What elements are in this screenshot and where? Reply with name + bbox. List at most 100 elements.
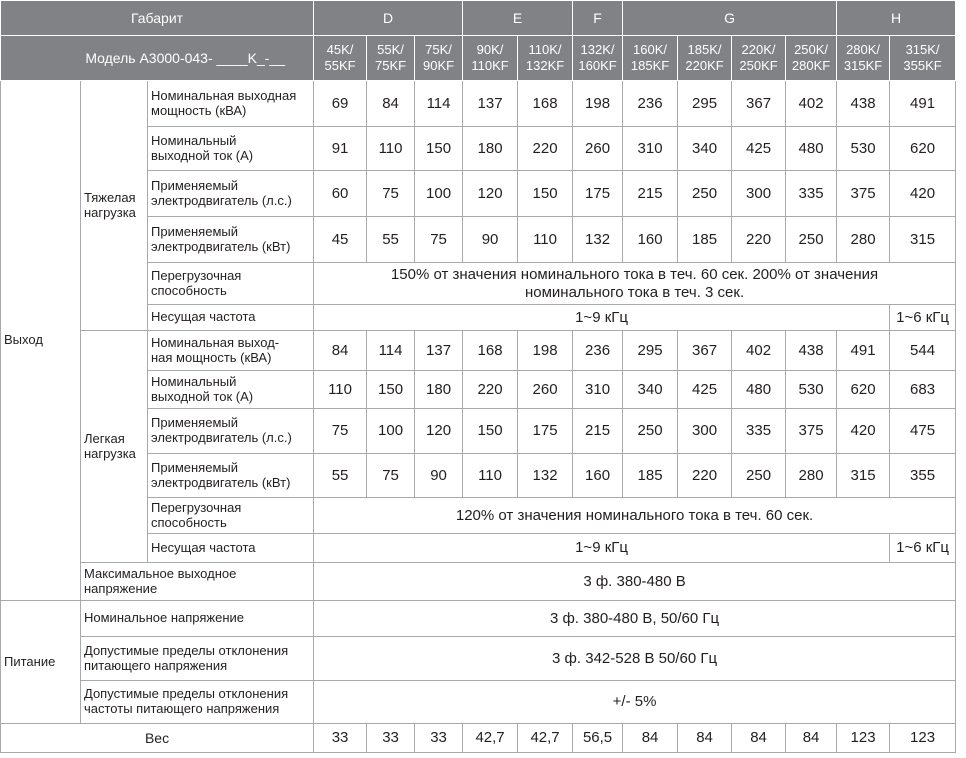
value-cell: 198 (572, 80, 624, 127)
header-row: Габарит D E F G H (0, 0, 957, 36)
param-label: Перегрузочная способность (146, 497, 315, 534)
value-cell: 260 (517, 370, 574, 409)
value-cell: 150 (517, 170, 574, 217)
value-cell: 3 ф. 380-480 В, 50/60 Гц (313, 600, 957, 637)
param-label: Допустимые пределы отклонения частоты пи… (79, 680, 315, 724)
model-name: 185K/ 220KF (677, 35, 733, 81)
value-cell: 683 (889, 370, 957, 409)
size-name: E (462, 0, 574, 36)
value-cell: 438 (836, 80, 891, 127)
value-cell: 75 (366, 453, 416, 498)
value-cell: 120 (414, 408, 464, 454)
value-cell: 480 (731, 370, 787, 409)
value-cell: 215 (572, 408, 624, 454)
value-cell: 84 (622, 723, 679, 753)
value-cell: 120% от значения номинального тока в теч… (313, 497, 957, 534)
param-label: Номинальная выходная мощность (кВА) (146, 80, 315, 127)
param-label: Несущая частота (146, 533, 315, 563)
value-cell: 425 (731, 126, 787, 171)
value-cell: 1~6 кГц (889, 304, 957, 331)
value-cell: 220 (731, 216, 787, 263)
model-name: 220K/ 250KF (731, 35, 787, 81)
value-cell: 120 (462, 170, 519, 217)
value-cell: 280 (785, 453, 838, 498)
group-label: Тяжелая нагрузка (80, 80, 148, 331)
value-cell: 425 (677, 370, 733, 409)
value-cell: 91 (313, 126, 368, 171)
param-label: Номинальная выход- ная мощность (кВА) (146, 330, 315, 371)
model-name: 250K/ 280KF (785, 35, 838, 81)
value-cell: 175 (517, 408, 574, 454)
value-cell: 137 (462, 80, 519, 127)
param-label: Допустимые пределы отклонения питающего … (79, 636, 315, 681)
value-cell: 236 (622, 80, 679, 127)
value-cell: 300 (731, 170, 787, 217)
value-cell: 75 (414, 216, 464, 263)
table-row: Применяемый электродвигатель (л.с.) 75 100… (1, 408, 957, 454)
value-cell: 491 (836, 330, 891, 371)
value-cell: 123 (836, 723, 891, 753)
value-cell: 335 (731, 408, 787, 454)
value-cell: 137 (414, 330, 464, 371)
model-name: 110K/ 132KF (517, 35, 574, 81)
value-cell: 220 (517, 126, 574, 171)
table-row: Максимальное выходное напряжение 3 ф. 380… (1, 562, 957, 601)
value-cell: 402 (731, 330, 787, 371)
value-cell: 56,5 (572, 723, 624, 753)
value-cell: 33 (414, 723, 464, 753)
value-cell: 185 (622, 453, 679, 498)
value-cell: 110 (366, 126, 416, 171)
size-name: H (836, 0, 957, 36)
value-cell: 150 (462, 408, 519, 454)
header-row: Модель А3000-043- ____K_-__ 45K/ 55KF 55K/… (0, 35, 957, 81)
value-cell: 402 (785, 80, 838, 127)
size-name: D (313, 0, 464, 36)
value-cell: 620 (889, 126, 957, 171)
value-cell: 544 (889, 330, 957, 371)
table-row: Применяемый электродвигатель (кВт) 45 55 75… (1, 216, 957, 263)
value-cell: 3 ф. 380-480 В (313, 562, 957, 601)
param-label: Номинальное напряжение (79, 600, 315, 637)
param-label: Применяемый электродвигатель (л.с.) (146, 408, 315, 454)
value-cell: 45 (313, 216, 368, 263)
value-cell: 175 (572, 170, 624, 217)
value-cell: 340 (677, 126, 733, 171)
table-row: Питание Номинальное напряжение 3 ф. 380-48… (0, 600, 957, 724)
table-body: Выход Тяжелая нагрузка Номинальная выходна… (0, 80, 957, 753)
value-cell: 180 (462, 126, 519, 171)
table-row: Допустимые пределы отклонения частоты пи… (1, 680, 957, 724)
value-cell: 420 (836, 408, 891, 454)
value-cell: 480 (785, 126, 838, 171)
value-cell: 55 (313, 453, 368, 498)
value-cell: 114 (414, 80, 464, 127)
value-cell: 132 (572, 216, 624, 263)
value-cell: 335 (785, 170, 838, 217)
value-cell: 375 (836, 170, 891, 217)
value-cell: 123 (889, 723, 957, 753)
value-cell: 110 (313, 370, 368, 409)
model-name: 160K/ 185KF (622, 35, 679, 81)
table-row: Легкая нагрузка Номинальная выход- ная мо… (1, 330, 957, 563)
value-cell: 315 (836, 453, 891, 498)
value-cell: 295 (677, 80, 733, 127)
value-cell: 180 (414, 370, 464, 409)
value-cell: 160 (572, 453, 624, 498)
value-cell: 3 ф. 342-528 В 50/60 Гц (313, 636, 957, 681)
model-label: Модель А3000-043- ____K_-__ (0, 35, 315, 81)
param-label: Применяемый электродвигатель (кВт) (146, 453, 315, 498)
section-label: Питание (0, 600, 81, 724)
value-cell: 100 (366, 408, 416, 454)
weight-row: Вес 33 33 33 42,7 42,7 56,5 84 84 84 84 123 123 (0, 723, 957, 753)
size-name: G (622, 0, 838, 36)
group-label: Легкая нагрузка (80, 330, 148, 563)
value-cell: 110 (517, 216, 574, 263)
value-cell: 150% от значения номинального тока в теч… (313, 262, 957, 305)
value-cell: 100 (414, 170, 464, 217)
value-cell: 84 (313, 330, 368, 371)
value-cell: 84 (731, 723, 787, 753)
value-cell: 340 (622, 370, 679, 409)
table-header: Габарит D E F G H Модель А3000-043- ____K_-__ 4… (0, 0, 957, 81)
model-name: 90K/ 110KF (462, 35, 519, 81)
